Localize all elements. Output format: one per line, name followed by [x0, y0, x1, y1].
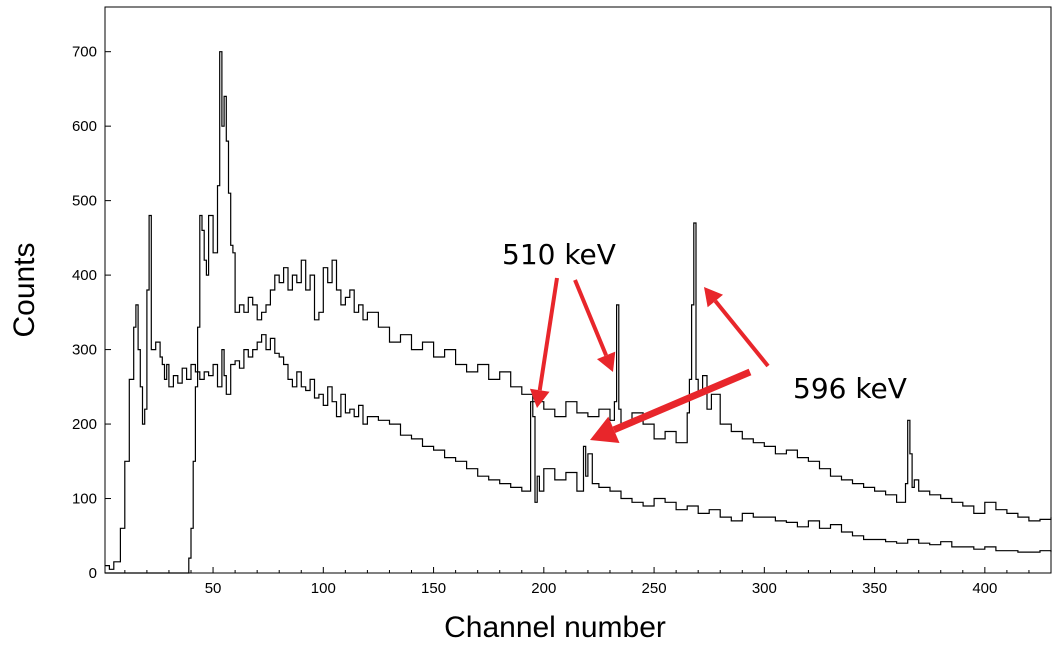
series-line-2 — [105, 51, 1052, 574]
arrow-510-right-head — [596, 351, 616, 372]
x-tick-label: 50 — [205, 580, 222, 597]
y-tick-label: 0 — [89, 565, 97, 582]
series-layer — [105, 51, 1052, 574]
y-tick-label: 500 — [72, 193, 97, 210]
plot-frame — [104, 6, 1052, 574]
arrow-510-left-head — [529, 388, 550, 408]
arrow-596-right — [713, 299, 770, 368]
x-tick-label: 400 — [972, 580, 997, 597]
x-axis-title: Channel number — [444, 611, 666, 644]
y-tick-label: 200 — [72, 416, 97, 433]
arrow-510-left — [537, 277, 559, 391]
y-axis-ticks: 0 100 200 300 400 500 600 700 — [72, 44, 111, 582]
annotation-510-kev: 510 keV — [502, 238, 616, 271]
arrow-596-left-head — [590, 416, 620, 443]
annotation-arrows — [529, 277, 770, 443]
y-tick-label: 300 — [72, 342, 97, 359]
x-tick-label: 250 — [642, 580, 667, 597]
x-tick-label: 100 — [311, 580, 336, 597]
annotation-596-kev: 596 keV — [793, 372, 907, 405]
x-tick-label: 350 — [862, 580, 887, 597]
y-tick-label: 600 — [72, 118, 97, 135]
x-axis-ticks: 50 100 150 200 250 300 350 400 — [124, 567, 1052, 597]
arrow-596-right-head — [704, 287, 724, 308]
y-tick-label: 100 — [72, 491, 97, 508]
arrow-510-right — [573, 279, 608, 357]
series-line-1 — [105, 214, 1052, 570]
y-axis-title: Counts — [8, 242, 41, 337]
x-tick-label: 200 — [531, 580, 556, 597]
x-tick-label: 300 — [752, 580, 777, 597]
arrow-596-left — [612, 368, 752, 434]
y-tick-label: 700 — [72, 44, 97, 61]
y-tick-label: 400 — [72, 267, 97, 284]
x-tick-label: 150 — [421, 580, 446, 597]
